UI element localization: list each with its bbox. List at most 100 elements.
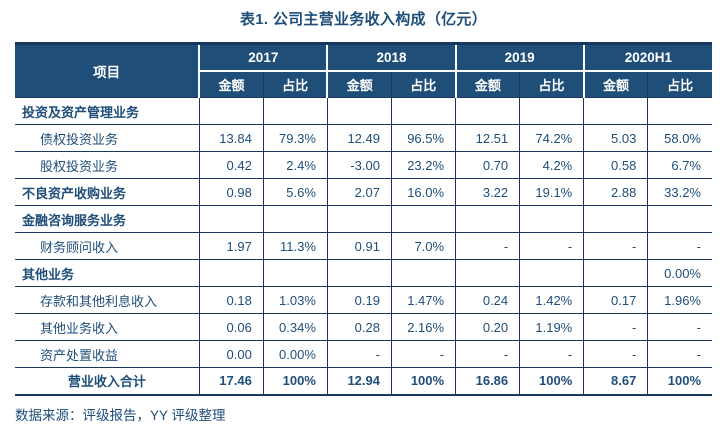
cell-value <box>198 97 264 125</box>
cell-value: 0.70 <box>455 151 521 179</box>
cell-value: 100% <box>262 367 328 396</box>
cell-value: - <box>390 340 457 368</box>
table-row: 债权投资业务 13.84 79.3% 12.49 96.5% 12.51 74.2% 5.03… <box>15 124 712 152</box>
row-label: 存款和其他利息收入 <box>15 286 200 314</box>
cell-value: 0.19 <box>326 286 392 314</box>
cell-value: - <box>583 340 649 368</box>
table-row: 股权投资业务 0.42 2.4% -3.00 23.2% 0.70 4.2% 0.58 6.7% <box>15 151 712 179</box>
cell-value: 7.0% <box>390 232 457 260</box>
cell-value: - <box>455 340 521 368</box>
cell-value: 5.03 <box>583 124 649 152</box>
col-header-2019: 2019 <box>454 43 584 71</box>
table-title: 表1. 公司主营业务收入构成（亿元） <box>239 11 488 28</box>
cell-value: 58.0% <box>647 124 712 152</box>
cell-value: 100% <box>519 367 585 396</box>
cell-value: 19.1% <box>519 178 585 206</box>
cell-value <box>262 205 328 233</box>
table-header: 项目 2017 2018 2019 2020H1 金额 占比 金额 占比 金额 … <box>15 43 712 98</box>
cell-value: 0.98 <box>198 178 264 206</box>
revenue-composition-table: 项目 2017 2018 2019 2020H1 金额 占比 金额 占比 金额 … <box>15 42 712 396</box>
cell-value: 16.0% <box>390 178 457 206</box>
cell-value: 1.19% <box>519 313 585 341</box>
cell-value <box>262 259 328 287</box>
cell-value: 1.96% <box>647 286 712 314</box>
cell-value <box>583 205 649 233</box>
cell-value <box>519 97 585 125</box>
cell-value: - <box>647 313 712 341</box>
row-label: 股权投资业务 <box>15 151 200 179</box>
row-label: 债权投资业务 <box>15 124 200 152</box>
cell-value: 33.2% <box>647 178 712 206</box>
table-row: 投资及资产管理业务 <box>15 97 712 125</box>
cell-value: 100% <box>647 367 712 396</box>
cell-value <box>647 205 712 233</box>
cell-value: 2.16% <box>390 313 457 341</box>
cell-value: 2.07 <box>326 178 392 206</box>
cell-value: 0.06 <box>198 313 264 341</box>
cell-value: 0.91 <box>326 232 392 260</box>
cell-value: 5.6% <box>262 178 328 206</box>
cell-value: 2.88 <box>583 178 649 206</box>
table-row: 其他业务 0.00% <box>15 259 712 287</box>
table-row: 不良资产收购业务 0.98 5.6% 2.07 16.0% 3.22 19.1% 2.88 33… <box>15 178 712 206</box>
cell-value: 0.17 <box>583 286 649 314</box>
cell-value: 13.84 <box>198 124 264 152</box>
row-label: 营业收入合计 <box>15 367 200 396</box>
table-row: 营业收入合计 17.46 100% 12.94 100% 16.86 100% 8.67 100… <box>15 367 712 396</box>
cell-value: 11.3% <box>262 232 328 260</box>
subheader-amount-2017: 金额 <box>198 69 264 98</box>
col-header-2018: 2018 <box>326 43 456 71</box>
table-row: 其他业务收入 0.06 0.34% 0.28 2.16% 0.20 1.19% - - <box>15 313 712 341</box>
table-row: 存款和其他利息收入 0.18 1.03% 0.19 1.47% 0.24 1.42% 0.17… <box>15 286 712 314</box>
row-label: 投资及资产管理业务 <box>15 97 200 125</box>
cell-value <box>647 97 712 125</box>
cell-value: 0.58 <box>583 151 649 179</box>
cell-value: - <box>455 232 521 260</box>
cell-value: - <box>519 232 585 260</box>
cell-value <box>519 259 585 287</box>
cell-value: 12.51 <box>455 124 521 152</box>
col-header-2020h1: 2020H1 <box>582 43 712 71</box>
cell-value <box>390 97 457 125</box>
cell-value: 2.4% <box>262 151 328 179</box>
cell-value <box>326 259 392 287</box>
cell-value: 0.42 <box>198 151 264 179</box>
col-header-2017: 2017 <box>198 43 328 71</box>
cell-value: - <box>583 232 649 260</box>
cell-value: 100% <box>390 367 457 396</box>
cell-value: 6.7% <box>647 151 712 179</box>
cell-value <box>390 205 457 233</box>
cell-value <box>455 259 521 287</box>
cell-value: - <box>583 313 649 341</box>
cell-value: -3.00 <box>326 151 392 179</box>
cell-value <box>583 97 649 125</box>
cell-value: - <box>519 340 585 368</box>
cell-value: 0.00% <box>262 340 328 368</box>
cell-value: 23.2% <box>390 151 457 179</box>
cell-value <box>583 259 649 287</box>
table-row: 财务顾问收入 1.97 11.3% 0.91 7.0% - - - - <box>15 232 712 260</box>
cell-value: 0.00 <box>198 340 264 368</box>
cell-value: 16.86 <box>455 367 521 396</box>
subheader-amount-2020h1: 金额 <box>582 69 648 98</box>
row-label: 金融咨询服务业务 <box>15 205 200 233</box>
col-header-item: 项目 <box>15 43 200 98</box>
cell-value: 0.28 <box>326 313 392 341</box>
data-source-note: 数据来源：评级报告，YY 评级整理 <box>15 408 226 423</box>
subheader-share-2018: 占比 <box>390 69 456 98</box>
cell-value <box>198 259 264 287</box>
cell-value: 96.5% <box>390 124 457 152</box>
cell-value: 0.24 <box>455 286 521 314</box>
subheader-row: 金额 占比 金额 占比 金额 占比 金额 占比 <box>15 69 712 98</box>
subheader-share-2020h1: 占比 <box>647 69 712 98</box>
subheader-amount-2019: 金额 <box>454 69 520 98</box>
cell-value: 3.22 <box>455 178 521 206</box>
cell-value: - <box>326 340 392 368</box>
cell-value: 79.3% <box>262 124 328 152</box>
cell-value: - <box>647 232 712 260</box>
table-row: 资产处置收益 0.00 0.00% - - - - - - <box>15 340 712 368</box>
cell-value: 1.97 <box>198 232 264 260</box>
cell-value: 0.34% <box>262 313 328 341</box>
subheader-amount-2018: 金额 <box>326 69 392 98</box>
row-label: 财务顾问收入 <box>15 232 200 260</box>
